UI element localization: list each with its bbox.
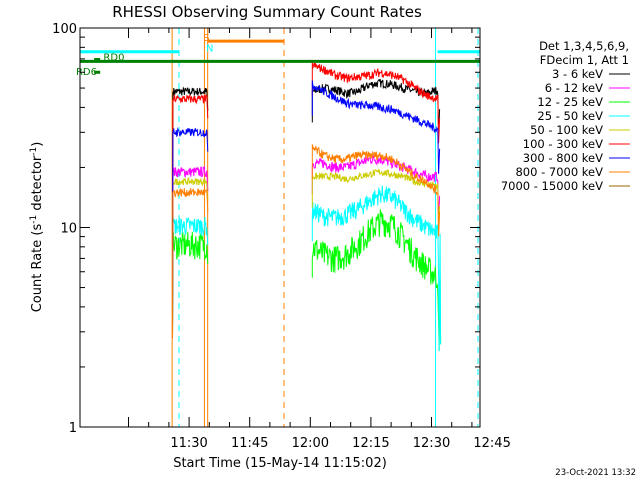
- flag-label-s: S: [203, 33, 209, 44]
- x-tick-label-1200: 12:00: [292, 436, 329, 451]
- y-tick-label-1: 1: [69, 421, 77, 436]
- y-axis-label: Count Rate (s-1 detector-1): [29, 142, 45, 313]
- x-tick-label-1245: 12:45: [473, 436, 510, 451]
- x-tick-label-1145: 11:45: [231, 436, 268, 451]
- y-tick-label-100: 100: [52, 22, 77, 37]
- legend: Det 1,3,4,5,6,9, FDecim 1, Att 1 3 - 6 k…: [501, 39, 630, 193]
- series-5-segment-2: [311, 168, 441, 232]
- x-tick-label-1215: 12:15: [352, 436, 389, 451]
- legend-label-3: 12 - 25 keV: [537, 95, 603, 109]
- series-8-segment-1: [172, 187, 209, 338]
- series-8-segment-2: [311, 144, 441, 237]
- x-axis-label: Start Time (15-May-14 11:15:02): [173, 456, 387, 471]
- y-axis-label-exp-2: -1: [29, 147, 39, 156]
- legend-label-1: 3 - 6 keV: [552, 67, 603, 81]
- legend-label-7: 300 - 800 keV: [523, 151, 603, 165]
- series-1-segment-1: [172, 86, 209, 338]
- y-axis-label-part-3: ): [30, 142, 45, 147]
- x-tick-label-1130: 11:30: [170, 436, 207, 451]
- series-7-segment-2: [311, 80, 441, 174]
- generation-timestamp: 23-Oct-2021 13:32: [555, 468, 636, 478]
- series-6-segment-1: [172, 93, 209, 338]
- legend-label-2: 6 - 12 keV: [545, 81, 603, 95]
- series-2-segment-2: [311, 155, 441, 221]
- legend-label-9: 7000 - 15000 keV: [501, 179, 603, 193]
- series-4-segment-2: [311, 185, 442, 352]
- x-tick-label-1230: 12:30: [413, 436, 450, 451]
- legend-label-4: 25 - 50 keV: [537, 109, 603, 123]
- series-2-segment-1: [172, 165, 209, 338]
- legend-label-6: 100 - 300 keV: [523, 137, 603, 151]
- plot-data-layer: RD0 RD6 SN: [76, 28, 480, 427]
- y-tick-label-10: 10: [60, 222, 77, 237]
- flag-label-rd0: RD0: [103, 52, 124, 63]
- plot-axes-layer: 1 10 100 11:30 11:45 12:00 12:15 12:30 12:45: [52, 22, 511, 451]
- series-6-segment-2: [311, 62, 441, 144]
- legend-label-5: 50 - 100 keV: [530, 123, 603, 137]
- series-3-segment-2: [311, 209, 442, 352]
- y-axis-label-part-1: Count Rate (s: [30, 224, 45, 313]
- series-5-segment-1: [172, 177, 209, 338]
- flag-label-n: N: [206, 43, 213, 54]
- legend-header-line-1: Det 1,3,4,5,6,9,: [539, 39, 629, 53]
- legend-label-8: 800 - 7000 keV: [515, 165, 603, 179]
- series-4-segment-1: [172, 216, 209, 338]
- legend-header-line-2: FDecim 1, Att 1: [540, 53, 629, 67]
- y-axis-label-part-2: detector: [30, 155, 45, 215]
- chart-title: RHESSI Observing Summary Count Rates: [112, 3, 422, 21]
- series-3-segment-1: [172, 231, 209, 338]
- y-axis-label-exp-1: -1: [29, 215, 39, 224]
- flag-label-rd6: RD6: [76, 67, 97, 78]
- series-7-segment-1: [172, 127, 209, 338]
